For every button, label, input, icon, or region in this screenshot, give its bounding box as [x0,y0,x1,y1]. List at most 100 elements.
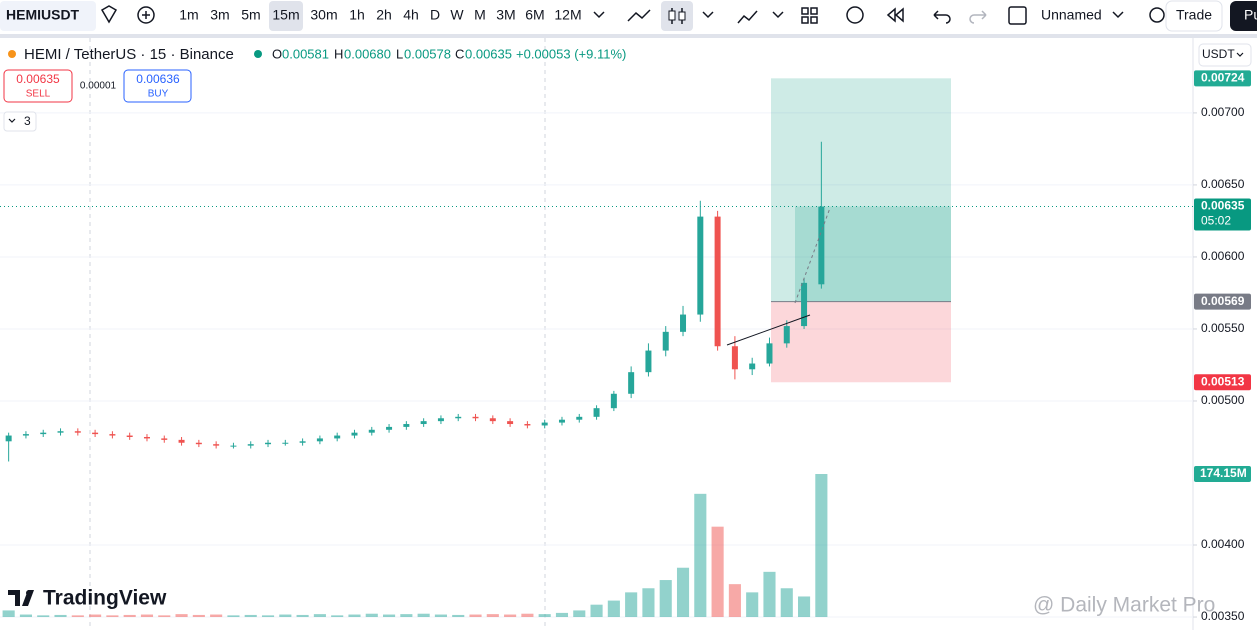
interval[interactable]: 6M [525,7,544,23]
volume-bar [89,614,102,617]
candle-body [662,331,669,351]
candle-body [22,434,29,436]
interval-active [269,1,303,31]
volume-bar [711,526,724,617]
volume-bar [452,614,465,617]
candle-body [230,445,237,447]
volume-bar [227,615,240,617]
candle-body [282,442,289,444]
price-label: 0.00724 [1201,71,1245,85]
h-value: 0.00680 [344,46,391,61]
redo-icon[interactable] [969,10,987,24]
position-tool [0,78,1193,383]
buy-label[interactable]: BUY [148,89,169,100]
volume-bar [469,614,482,617]
trade-button[interactable] [1165,0,1223,32]
interval[interactable]: M [474,7,486,23]
quick-search[interactable] [1149,7,1165,23]
publish-label[interactable]: Pu [1244,7,1257,23]
volume-bar [210,614,223,617]
volume-bar [815,474,828,617]
dropdown[interactable] [702,11,714,19]
trade-label[interactable]: Trade [1176,7,1212,23]
sell-price[interactable]: 0.00635 [16,72,60,86]
indicators-icon[interactable] [737,10,758,24]
currency-button[interactable] [1198,43,1252,67]
add-icon[interactable] [137,6,155,24]
alert-icon[interactable] [846,6,864,24]
symbol-box[interactable] [0,1,96,31]
interval[interactable]: 2h [376,7,392,23]
line-chart-icon[interactable] [627,9,651,22]
candle-body [40,432,47,435]
volume-bar [123,614,136,617]
chart-type-active[interactable] [661,1,693,31]
spread: 0.00001 [80,81,117,92]
sell-label[interactable]: SELL [26,89,51,100]
interval[interactable]: 12M [554,7,581,23]
interval[interactable]: 5m [241,7,260,23]
o-label: O [272,46,282,61]
interval[interactable]: 15m [272,7,299,23]
interval[interactable]: 4h [403,7,419,23]
grid [0,112,1193,618]
h-label: H [334,46,343,61]
candle-body [818,206,825,285]
buy-button[interactable] [123,69,192,103]
candle-body [437,418,444,422]
currency[interactable]: USDT [1202,47,1235,61]
indicators-toggle[interactable] [3,111,37,132]
candle-body [351,432,358,436]
volume-bar [780,588,793,617]
compare-icon[interactable] [100,5,118,24]
buy-price[interactable]: 0.00636 [136,72,180,86]
sell-button[interactable] [3,69,73,103]
layout-checkbox[interactable] [1008,6,1027,25]
dropdown[interactable] [593,11,605,19]
l-value: 0.00578 [404,46,451,61]
c-label: C [455,46,464,61]
interval[interactable]: 1m [179,7,198,23]
interval[interactable]: 30m [310,7,337,23]
volume-bar [54,614,67,617]
y-tick-label: 0.00550 [1201,321,1245,335]
volume-bar [694,493,707,617]
candle-body [731,346,738,370]
interval[interactable]: D [430,7,440,23]
publish-button[interactable] [1230,1,1257,31]
layouts-icon[interactable] [801,7,818,24]
layout-name[interactable]: Unnamed [1041,7,1102,23]
volume-bar [417,613,430,617]
candle-body [92,432,99,435]
candle-body [247,444,254,446]
volume-bar [296,614,309,617]
dropdown[interactable] [1112,11,1124,19]
interval[interactable]: 1h [349,7,365,23]
undo-icon[interactable] [933,10,951,24]
indicators-count[interactable]: 3 [24,114,31,128]
c-value: 0.00635 [465,46,512,61]
replay-icon[interactable] [886,7,904,23]
candle-body [420,421,427,425]
candle-body [57,431,64,433]
interval[interactable]: W [450,7,464,23]
y-tick-label: 0.00650 [1201,177,1245,191]
dropdown[interactable] [772,11,784,19]
symbol[interactable]: HEMIUSDT [6,7,80,23]
candle-body [126,435,133,437]
volume-bar [555,612,569,617]
interval[interactable]: 3m [210,7,229,23]
volume-bar [400,614,413,617]
candle-body [109,434,116,436]
candle-icon [678,11,686,21]
candle-body [749,363,756,370]
volume-bar [37,615,50,617]
volume-bar [175,614,188,617]
price-label: 0.00635 [1201,199,1245,213]
interval[interactable]: 3M [496,7,515,23]
candle-body [195,442,202,445]
y-tick-label: 0.00400 [1201,537,1245,551]
candle-body [5,435,12,442]
trend-line [726,314,811,346]
